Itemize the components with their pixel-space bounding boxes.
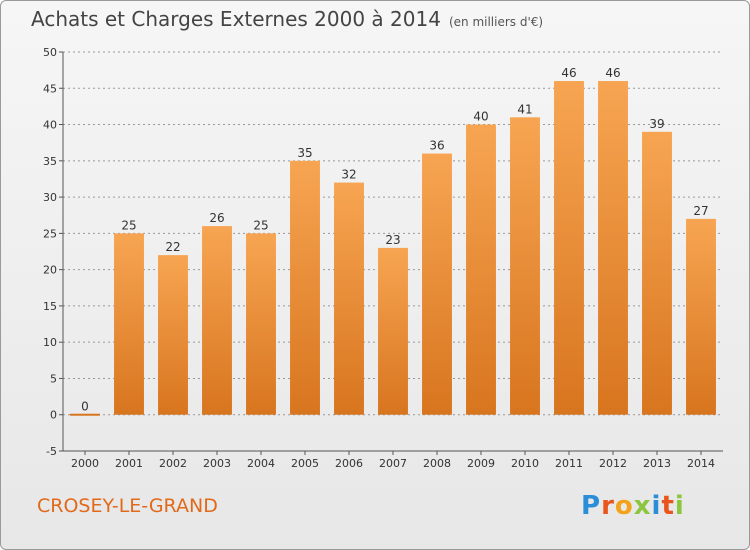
data-label: 40 <box>473 110 488 124</box>
bar <box>510 117 540 415</box>
logo-letter: o <box>614 491 634 521</box>
bar <box>422 153 452 415</box>
chart-title: Achats et Charges Externes 2000 à 2014 (e… <box>31 7 543 31</box>
x-tick-label: 2012 <box>599 457 627 470</box>
bars <box>70 81 716 416</box>
y-tick-label: 20 <box>43 264 57 277</box>
y-tick-label: 30 <box>43 191 57 204</box>
bar <box>642 131 672 415</box>
x-tick-label: 2010 <box>511 457 539 470</box>
axes: -5 0 5 10 15 20 25 30 35 40 45 50 2000 2001 2002 2003 20… <box>43 46 723 470</box>
data-label: 46 <box>605 66 620 80</box>
bar <box>290 160 320 415</box>
x-tick-label: 2007 <box>379 457 407 470</box>
bar <box>378 247 408 415</box>
data-label: 25 <box>253 218 268 232</box>
y-tick-label: 40 <box>43 119 57 132</box>
data-label: 35 <box>297 146 312 160</box>
x-tick-label: 2011 <box>555 457 583 470</box>
y-tick-label: 50 <box>43 46 57 59</box>
bar <box>70 413 100 416</box>
chart-title-text: Achats et Charges Externes 2000 à 2014 <box>31 7 441 31</box>
x-tick-label: 2009 <box>467 457 495 470</box>
y-tick-label: 5 <box>50 372 57 385</box>
bar <box>158 255 188 415</box>
x-tick-label: 2005 <box>291 457 319 470</box>
x-tick-label: 2013 <box>643 457 671 470</box>
bar <box>554 81 584 415</box>
commune-name: CROSEY-LE-GRAND <box>37 495 218 517</box>
data-label: 46 <box>561 66 576 80</box>
y-tick-label: 45 <box>43 82 57 95</box>
y-tick-label: 35 <box>43 155 57 168</box>
y-tick-label: 0 <box>50 409 57 422</box>
logo-letter: t <box>661 491 675 521</box>
logo-letter: i <box>674 491 685 521</box>
logo-letter: r <box>601 491 615 521</box>
data-label: 36 <box>429 139 444 153</box>
x-tick-label: 2006 <box>335 457 363 470</box>
chart-unit: (en milliers d'€) <box>448 15 544 29</box>
bar <box>114 233 144 415</box>
x-tick-label: 2014 <box>687 457 715 470</box>
logo-letter: P <box>581 491 602 521</box>
bar <box>334 182 364 415</box>
x-tick-label: 2000 <box>71 457 99 470</box>
x-tick-label: 2004 <box>247 457 275 470</box>
bar <box>246 233 276 415</box>
data-label: 39 <box>649 117 664 131</box>
bar <box>686 218 716 415</box>
y-tick-label: 15 <box>43 300 57 313</box>
data-labels: 0 25 22 26 25 35 32 23 36 40 41 46 46 39 27 <box>81 66 708 414</box>
logo-letter: x <box>633 491 652 521</box>
y-tick-label: 25 <box>43 227 57 240</box>
x-tick-label: 2003 <box>203 457 231 470</box>
x-tick-label: 2002 <box>159 457 187 470</box>
y-tick-label: 10 <box>43 336 57 349</box>
y-tick-label: -5 <box>46 445 57 458</box>
data-label: 27 <box>693 204 708 218</box>
x-tick-label: 2008 <box>423 457 451 470</box>
bar <box>598 81 628 415</box>
data-label: 32 <box>341 168 356 182</box>
data-label: 41 <box>517 102 532 116</box>
proxiti-logo: Proxiti <box>581 491 685 521</box>
data-label: 25 <box>121 218 136 232</box>
bar <box>202 226 232 415</box>
data-label: 23 <box>385 233 400 247</box>
logo-letter: i <box>651 491 662 521</box>
x-tick-label: 2001 <box>115 457 143 470</box>
data-label: 26 <box>209 211 224 225</box>
data-label: 0 <box>81 400 89 414</box>
bar <box>466 124 496 415</box>
data-label: 22 <box>165 240 180 254</box>
